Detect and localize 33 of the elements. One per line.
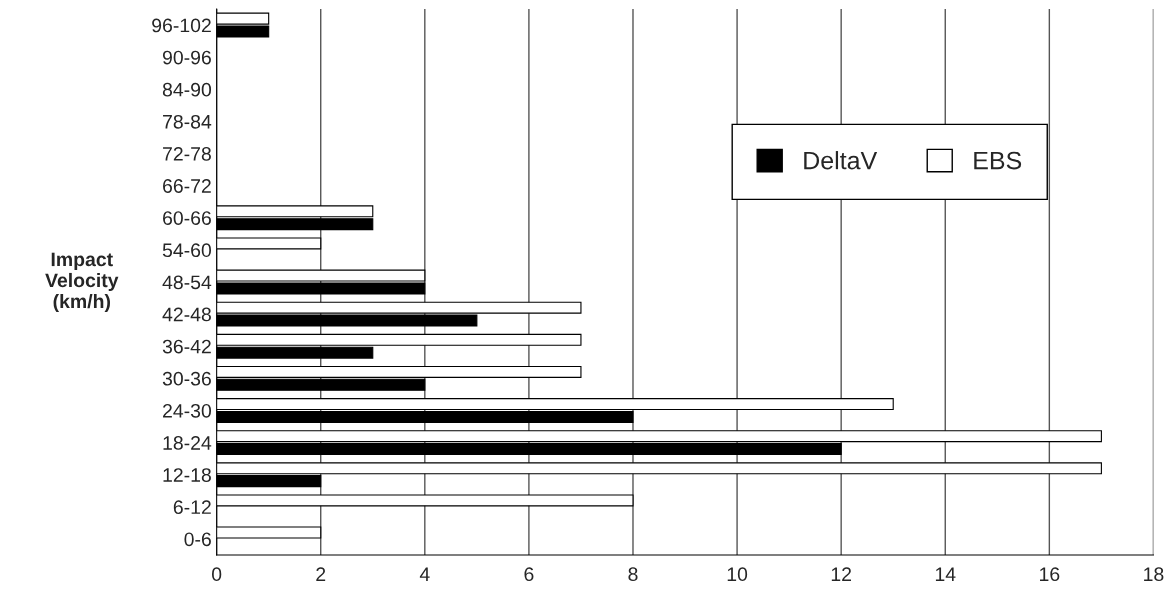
x-tick-label: 8	[628, 567, 638, 582]
y-tick-label: 0-6	[184, 532, 211, 547]
y-tick-label: 84-90	[162, 82, 212, 97]
x-tick-label: 0	[211, 567, 222, 582]
y-tick-label: 96-102	[152, 18, 211, 33]
y-tick-label: 30-36	[162, 371, 211, 386]
x-tick-label: 18	[1144, 567, 1164, 582]
y-tick-label: 66-72	[163, 179, 211, 193]
y-axis-title: Impact Velocity (km/h)	[45, 252, 119, 313]
x-tick-label: 14	[935, 567, 956, 581]
y-tick-label: 42-48	[162, 307, 211, 322]
y-tick-label: 24-30	[163, 403, 212, 418]
y-tick-label: 36-42	[162, 339, 211, 354]
y-tick-label: 48-54	[162, 275, 212, 290]
x-tick-label: 10	[727, 567, 748, 582]
x-tick-label: 12	[831, 567, 852, 581]
y-tick-label: 90-96	[162, 50, 211, 65]
x-tick-label: 6	[524, 567, 534, 582]
legend-label: EBS	[974, 151, 1022, 170]
x-tick-label: 16	[1040, 567, 1060, 582]
y-tick-label: 18-24	[163, 436, 212, 450]
x-tick-label: 2	[316, 567, 326, 581]
y-tick-label: 54-60	[162, 243, 212, 258]
bar	[216, 237, 322, 250]
y-tick-label: 6-12	[173, 500, 211, 515]
legend-label: DeltaV	[804, 151, 878, 170]
bar	[216, 494, 634, 507]
y-tick-label: 60-66	[163, 211, 211, 225]
x-tick-label: 4	[419, 567, 430, 581]
bar	[216, 526, 322, 539]
y-tick-label: 12-18	[163, 468, 211, 482]
y-tick-label: 78-84	[163, 114, 212, 129]
y-tick-label: 72-78	[163, 147, 211, 161]
